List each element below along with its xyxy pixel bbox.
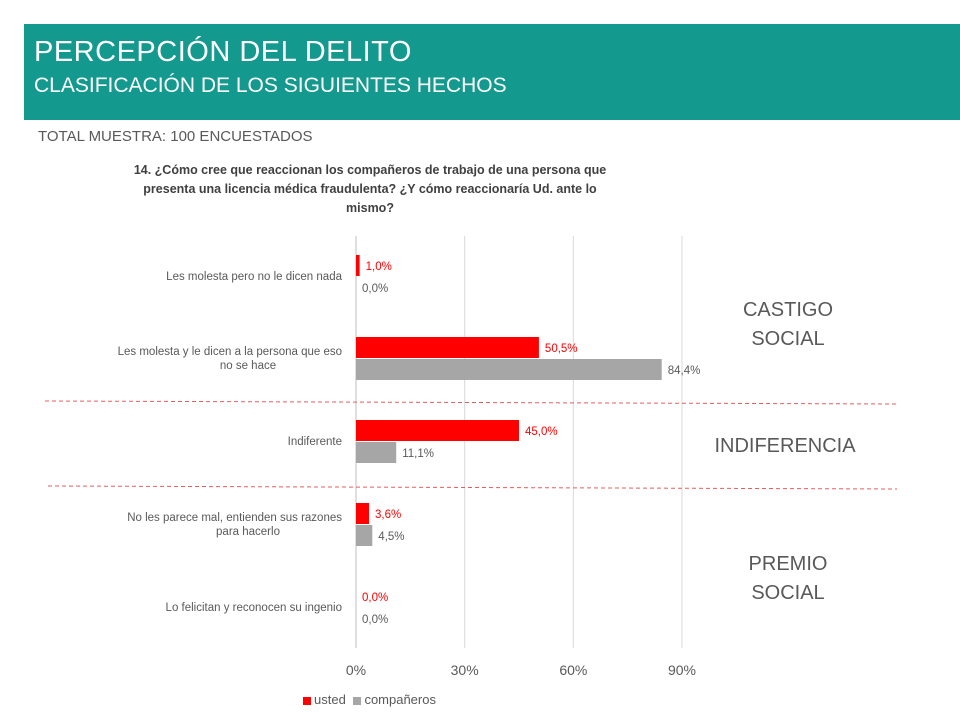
question-text: 14. ¿Cómo cree que reaccionan los compañ…: [133, 163, 607, 215]
sample-size-label: TOTAL MUESTRA: 100 ENCUESTADOS: [38, 128, 313, 145]
bar-usted: [356, 420, 519, 441]
page-subtitle: CLASIFICACIÓN DE LOS SIGUIENTES HECHOS: [34, 74, 507, 97]
category-label: Lo felicitan y reconocen su ingenio: [166, 602, 342, 614]
data-label-companeros: 4,5%: [378, 531, 404, 543]
data-label-companeros: 84,4%: [668, 365, 701, 377]
zone-separator-2: [47, 485, 898, 490]
zone-label-castigo-social: CASTIGO SOCIAL: [742, 299, 833, 350]
x-tick-label: 0%: [346, 662, 366, 678]
legend-label-companeros: compañeros: [364, 692, 436, 707]
data-label-companeros: 0,0%: [362, 614, 388, 626]
category-label: para hacerlo: [216, 526, 280, 538]
legend-swatch-companeros: [353, 696, 362, 705]
chart-legend: usted compañeros: [303, 692, 440, 707]
data-label-usted: 0,0%: [362, 592, 388, 604]
data-label-usted: 1,0%: [366, 261, 392, 273]
zone-separator-1: [44, 400, 898, 405]
category-label: Indiferente: [288, 436, 342, 448]
bar-usted: [356, 337, 539, 358]
x-tick-label: 30%: [451, 662, 479, 678]
bar-companeros: [356, 359, 662, 380]
data-label-usted: 3,6%: [375, 509, 401, 521]
page-title: PERCEPCIÓN DEL DELITO: [34, 36, 412, 68]
header-banner: PERCEPCIÓN DEL DELITO CLASIFICACIÓN DE L…: [24, 24, 960, 120]
legend-label-usted: usted: [314, 692, 346, 707]
bar-companeros: [356, 525, 373, 546]
category-label: Les molesta y le dicen a la persona que …: [118, 346, 342, 358]
data-label-companeros: 0,0%: [362, 283, 388, 295]
legend-swatch-usted: [303, 696, 311, 705]
legend-item-usted: usted: [303, 692, 346, 707]
data-label-companeros: 11,1%: [402, 448, 434, 460]
data-label-usted: 45,0%: [525, 426, 558, 438]
legend-item-companeros: compañeros: [353, 692, 436, 707]
x-tick-label: 90%: [668, 662, 696, 678]
bar-usted: [356, 503, 370, 524]
bar-usted: [356, 255, 360, 276]
category-label: No les parece mal, entienden sus razones: [127, 512, 342, 524]
data-label-usted: 50,5%: [545, 343, 578, 355]
category-label: no se hace: [220, 360, 276, 372]
zone-label-premio-social: PREMIO SOCIAL: [748, 553, 828, 604]
category-label: Les molesta pero no le dicen nada: [166, 271, 342, 283]
zone-label-indiferencia: INDIFERENCIA: [714, 435, 856, 457]
bar-companeros: [356, 442, 397, 463]
x-tick-label: 60%: [559, 662, 587, 678]
